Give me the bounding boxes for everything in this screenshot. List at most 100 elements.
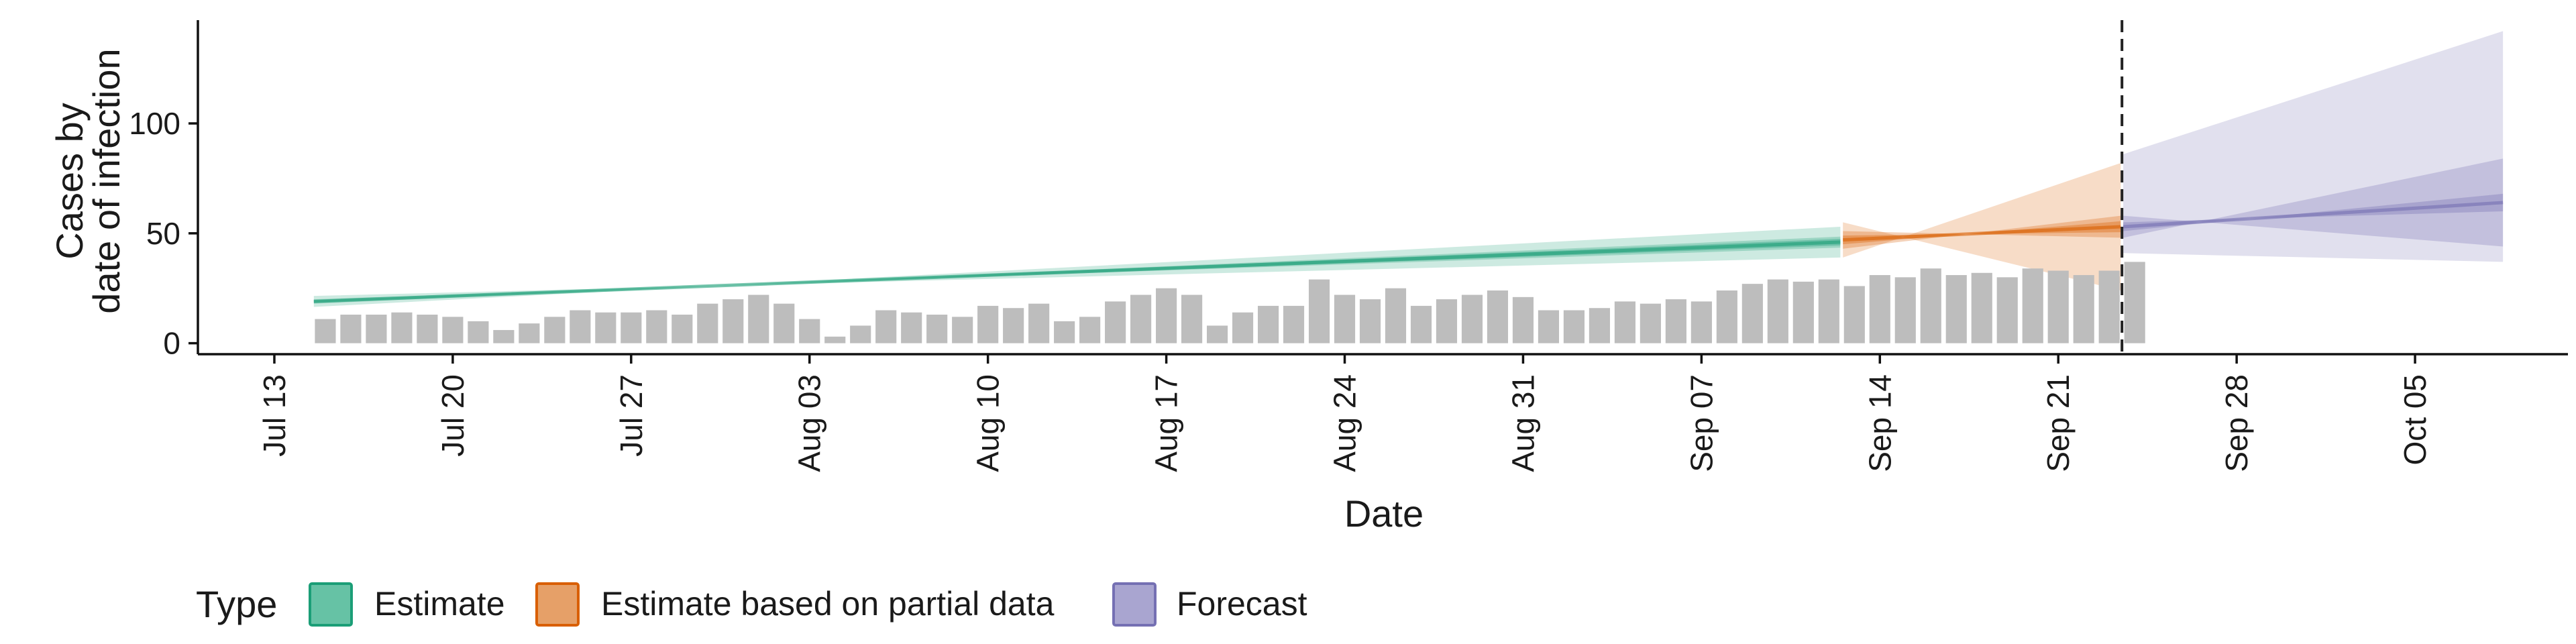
reported-cases-bar (1079, 317, 1101, 343)
reported-cases-bar (1563, 310, 1585, 343)
reported-cases-bar (1232, 312, 1254, 343)
reported-cases-bar (773, 303, 795, 343)
reported-cases-bar (1971, 272, 1992, 343)
x-tick-label: Aug 17 (1149, 374, 1184, 472)
x-tick-label: Aug 10 (971, 374, 1006, 472)
x-tick-label: Aug 31 (1505, 374, 1540, 472)
legend-swatch-forecast (1112, 582, 1157, 627)
reported-cases-bar (2047, 270, 2069, 343)
reported-cases-bar (417, 315, 438, 343)
partial-band-90 (1843, 162, 2121, 290)
y-tick-label: 100 (129, 106, 180, 141)
legend-label-partial: Estimate based on partial data (601, 585, 1055, 623)
estimate-band-90 (313, 226, 1841, 307)
reported-cases-bar (1436, 299, 1458, 343)
reported-cases-bar (850, 325, 871, 343)
x-tick-label: Jul 20 (435, 374, 470, 457)
forecast-median-line (2123, 201, 2504, 229)
reported-cases-bar (468, 321, 489, 343)
reported-cases-bar (1334, 294, 1356, 343)
reported-cases-bar (2073, 275, 2094, 343)
reported-cases-bar (1614, 301, 1635, 343)
reported-cases-bar (1130, 294, 1152, 343)
reported-cases-bar (1869, 275, 1890, 343)
y-tick-label: 50 (146, 216, 180, 251)
x-tick-label: Aug 03 (792, 374, 827, 472)
reported-cases-bar (340, 315, 362, 343)
reported-cases-bar (748, 294, 769, 343)
x-tick-label: Oct 05 (2398, 374, 2432, 466)
reported-cases-bar (875, 310, 897, 343)
y-ticks: 0 50 100 (129, 106, 198, 361)
reported-cases-bar (442, 317, 464, 343)
legend-swatch-estimate (309, 582, 353, 627)
bands-layer (313, 31, 2504, 307)
median-layer (313, 201, 2504, 303)
reported-cases-bar (926, 315, 948, 343)
reported-cases-bar (1818, 279, 1839, 343)
reported-cases-bar (646, 310, 667, 343)
reported-cases-bar (570, 310, 591, 343)
reported-cases-bar (1741, 284, 1763, 343)
bars-layer (315, 262, 2145, 343)
legend-title: Type (196, 583, 277, 625)
x-tick-label: Sep 21 (2041, 374, 2076, 472)
reported-cases-bar (1385, 288, 1407, 343)
reported-cases-bar (1716, 290, 1737, 343)
x-tick-label: Jul 27 (614, 374, 649, 457)
y-tick-label: 0 (163, 326, 180, 361)
x-axis-title: Date (1344, 492, 1424, 535)
reported-cases-bar (1257, 305, 1279, 343)
reported-cases-bar (977, 305, 999, 343)
reported-cases-bar (1105, 301, 1126, 343)
legend-swatch-partial (535, 582, 580, 627)
partial-median-line (1843, 225, 2121, 242)
reported-cases-bar (1359, 299, 1381, 343)
y-axis-title: Cases by date of infection (48, 48, 127, 313)
forecast-band-90 (2123, 31, 2504, 262)
reported-cases-bar (1461, 294, 1483, 343)
reported-cases-bar (1512, 297, 1534, 343)
x-tick-label: Sep 14 (1862, 374, 1897, 472)
x-tick-label: Sep 28 (2219, 374, 2254, 472)
reported-cases-bar (1156, 288, 1177, 343)
axes (197, 20, 2568, 356)
x-tick-label: Sep 07 (1684, 374, 1719, 472)
forecast-band-50 (2123, 158, 2504, 247)
reported-cases-bar (621, 312, 642, 343)
reported-cases-bar (1665, 299, 1686, 343)
legend-label-estimate: Estimate (374, 585, 505, 623)
reported-cases-bar (519, 323, 540, 343)
reported-cases-bar (2022, 268, 2043, 343)
reported-cases-bar (1410, 305, 1432, 343)
reported-cases-bar (1028, 303, 1050, 343)
reported-cases-bar (366, 315, 387, 343)
reported-cases-bar (1181, 294, 1203, 343)
estimate-median-line (313, 240, 1841, 303)
reported-cases-bar (1792, 281, 1814, 343)
legend-label-forecast: Forecast (1177, 585, 1307, 623)
reported-cases-bar (1589, 308, 1610, 343)
y-axis-title-line-2: date of infection (85, 48, 127, 313)
reported-cases-bar (315, 319, 336, 343)
reported-cases-bar (493, 329, 515, 343)
reported-cases-bar (1308, 279, 1330, 343)
legend: Type Estimate Estimate based on partial … (196, 582, 1307, 627)
x-tick-label: Aug 24 (1328, 374, 1362, 472)
reported-cases-bar (1945, 275, 1967, 343)
reported-cases-bar (544, 317, 566, 343)
reported-cases-bar (2124, 262, 2145, 343)
reported-cases-bar (799, 319, 820, 343)
reported-cases-bar (824, 336, 846, 343)
reported-cases-bar (1690, 301, 1712, 343)
reported-cases-bar (1767, 279, 1788, 343)
reported-cases-bar (595, 312, 616, 343)
reported-cases-bar (722, 299, 744, 343)
reported-cases-bar (1996, 277, 2018, 343)
x-ticks: Jul 13 Jul 20 Jul 27 Aug 03 Aug 10 Aug 17 Aug … (257, 354, 2432, 472)
reported-cases-bar (1894, 277, 1916, 343)
reported-cases-bar (1843, 286, 1865, 343)
reported-cases-bar (1283, 305, 1305, 343)
reported-cases-bar (901, 312, 922, 343)
